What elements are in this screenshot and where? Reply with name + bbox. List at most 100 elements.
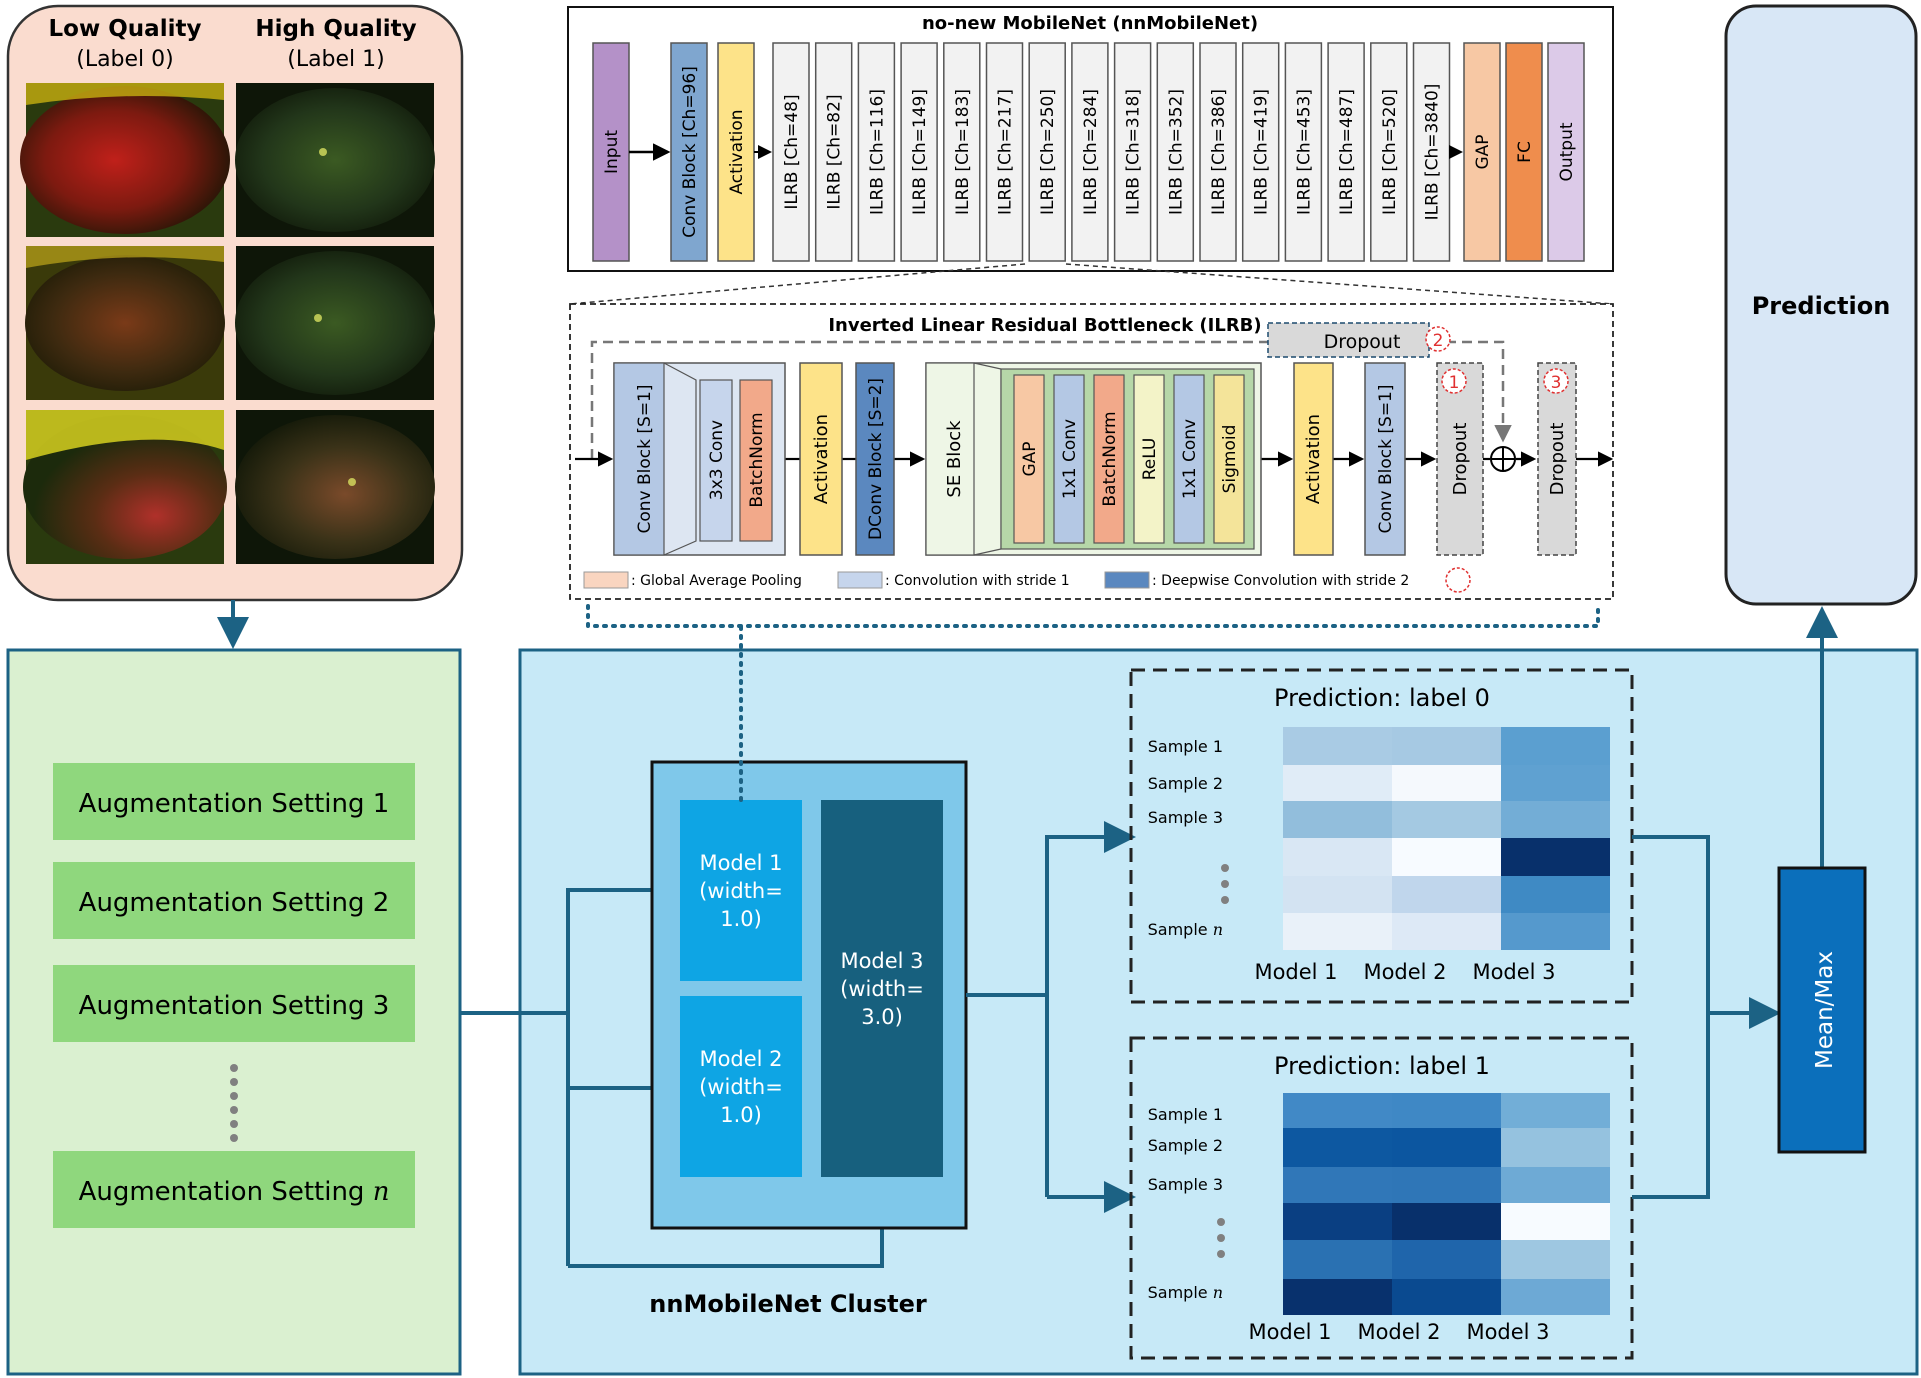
model-2-box [680,996,802,1177]
hm1-cell-r2-c2 [1392,1128,1501,1167]
heatmap-0-row-n: Sample n [1148,920,1223,939]
ilrb-block-8-label: ILRB [Ch=284] [1081,89,1101,215]
heatmap-1-row-3: Sample 3 [1148,1175,1223,1194]
zoom-lines [569,263,1614,305]
heatmap-1-col-2: Model 2 [1357,1320,1440,1344]
hm1-cell-r4-c3 [1501,1203,1610,1240]
hm0-cell-r5-c2 [1392,876,1501,913]
hm0-cell-r4-c2 [1392,838,1501,876]
dropout-1-label: Dropout [1450,423,1471,496]
high-quality-label: (Label 1) [287,47,385,72]
hm0-cell-r1-c3 [1501,727,1610,765]
heatmap-0-col-3: Model 3 [1472,960,1555,984]
heatmap-0-row-ellipsis [1221,864,1229,904]
ilrb-block-5 [943,42,981,262]
augmentation-setting-2-label: Augmentation Setting 2 [79,888,390,918]
ilrb-conv-block-2 [1364,362,1406,556]
legend-gap-swatch [583,571,629,589]
augmentation-setting-n-label: Augmentation Setting n [79,1177,390,1207]
ilrb-block-10 [1156,42,1195,262]
model-1-name: Model 1 [699,851,782,875]
model-2-name: Model 2 [699,1047,782,1071]
gap-block [1463,42,1501,262]
ilrb-detail-title: Inverted Linear Residual Bottleneck (ILR… [828,315,1261,336]
hm1-cell-r2-c1 [1283,1128,1392,1167]
ilrb-block-10-label: ILRB [Ch=352] [1166,89,1186,215]
ilrb-block-14-label: ILRB [Ch=487] [1337,89,1357,215]
hm0-cell-r6-c3 [1501,913,1610,950]
ilrb-block-6-label: ILRB [Ch=217] [996,89,1016,215]
ilrb-legend: : Global Average Pooling : Convolution w… [583,567,1471,593]
hm1-cell-r6-c1 [1283,1279,1392,1315]
legend-marker-icon [1445,567,1471,593]
se-gap-block [1013,374,1045,544]
ilrb-block-7 [1028,42,1066,262]
hm0-cell-r2-c2 [1392,765,1501,801]
dropout-residual-label: Dropout [1324,331,1401,353]
ilrb-block-3-label: ILRB [Ch=116] [867,89,887,215]
se-conv1-block [1053,374,1085,544]
ilrb-stack: ILRB [Ch=48] ILRB [Ch=82] ILRB [Ch=116] ILR… [772,42,1463,262]
se-gap-label: GAP [1020,441,1040,476]
ilrb-block-13 [1284,42,1323,262]
heatmap-label-1-cells [1283,1093,1610,1315]
output-block [1547,42,1585,262]
hm1-cell-r5-c2 [1392,1240,1501,1279]
mean-max-label: Mean/Max [1812,951,1838,1069]
ilrb-se-label: SE Block [944,420,965,498]
hm1-cell-r6-c3 [1501,1279,1610,1315]
high-quality-title: High Quality [255,16,416,42]
activation-block [717,42,755,262]
ilrb-block-12-label: ILRB [Ch=419] [1252,89,1272,215]
ilrb-detail: Inverted Linear Residual Bottleneck (ILR… [569,303,1614,600]
hm1-cell-r1-c1 [1283,1093,1392,1128]
low-quality-image-3 [23,410,227,564]
ilrb-dconv-label: DConv Block [S=2] [866,378,886,540]
hm0-cell-r3-c3 [1501,801,1610,838]
heatmap-1-col-1: Model 1 [1248,1320,1331,1344]
legend-gap-text: : Global Average Pooling [631,573,802,589]
heatmap-label-0-title: Prediction: label 0 [1274,684,1490,712]
model-3-width-value: 3.0) [861,1005,903,1029]
hm1-cell-r3-c1 [1283,1167,1392,1203]
ilrb-block-8 [1071,42,1109,262]
ilrb-block-11-label: ILRB [Ch=386] [1209,89,1229,215]
gap-block-label: GAP [1473,134,1493,169]
activation-block-label: Activation [727,109,747,194]
ilrb-conv3-block [699,379,733,542]
output-block-label: Output [1557,122,1577,181]
ilrb-block-9 [1113,42,1152,262]
residual-path-left [590,340,1268,459]
arrows-cluster-to-heatmaps [966,821,1136,1213]
heatmap-0-row-1: Sample 1 [1148,737,1223,756]
legend-conv-swatch [837,571,883,589]
hm1-cell-r3-c3 [1501,1167,1610,1203]
ilrb-block-1 [772,42,810,262]
hm1-cell-r2-c3 [1501,1128,1610,1167]
ilrb-block-5-label: ILRB [Ch=183] [953,89,973,215]
ilrb-block-2 [814,42,853,262]
model-2-width-label: (width= [699,1075,783,1099]
hm1-cell-r3-c2 [1392,1167,1501,1203]
fc-block [1505,42,1543,262]
ilrb-block-7-label: ILRB [Ch=250] [1038,89,1058,215]
low-quality-label: (Label 0) [76,47,174,72]
hm0-cell-r4-c3 [1501,838,1610,876]
ilrb-conv-block-label: Conv Block [S=1] [635,384,655,533]
dropout-3-label: Dropout [1547,423,1568,496]
hm0-cell-r1-c1 [1283,727,1392,765]
architecture-title: no-new MobileNet (nnMobileNet) [922,13,1258,34]
dropout-1-block [1436,362,1484,556]
hm1-cell-r1-c3 [1501,1093,1610,1128]
ilrb-block-16 [1412,42,1451,262]
hm0-cell-r1-c2 [1392,727,1501,765]
high-quality-image-2 [235,246,435,400]
ilrb-block-4 [900,42,938,262]
heatmap-1-row-n: Sample n [1148,1283,1223,1302]
heatmap-1-row-2: Sample 2 [1148,1136,1223,1155]
heatmap-1-row-1: Sample 1 [1148,1105,1223,1124]
hm1-cell-r5-c1 [1283,1240,1392,1279]
high-quality-image-1 [235,83,435,237]
ilrb-block-15-label: ILRB [Ch=520] [1380,89,1400,215]
